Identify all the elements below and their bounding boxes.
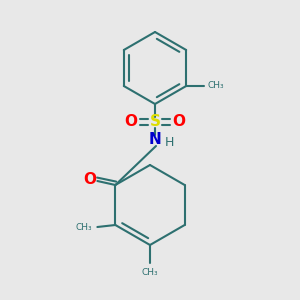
Text: O: O: [124, 115, 137, 130]
Text: CH₃: CH₃: [76, 223, 92, 232]
Text: O: O: [172, 115, 185, 130]
Text: CH₃: CH₃: [207, 82, 224, 91]
Text: O: O: [83, 172, 96, 187]
Text: CH₃: CH₃: [142, 268, 158, 277]
Text: H: H: [165, 136, 174, 148]
Text: N: N: [148, 133, 161, 148]
Text: S: S: [149, 115, 161, 130]
